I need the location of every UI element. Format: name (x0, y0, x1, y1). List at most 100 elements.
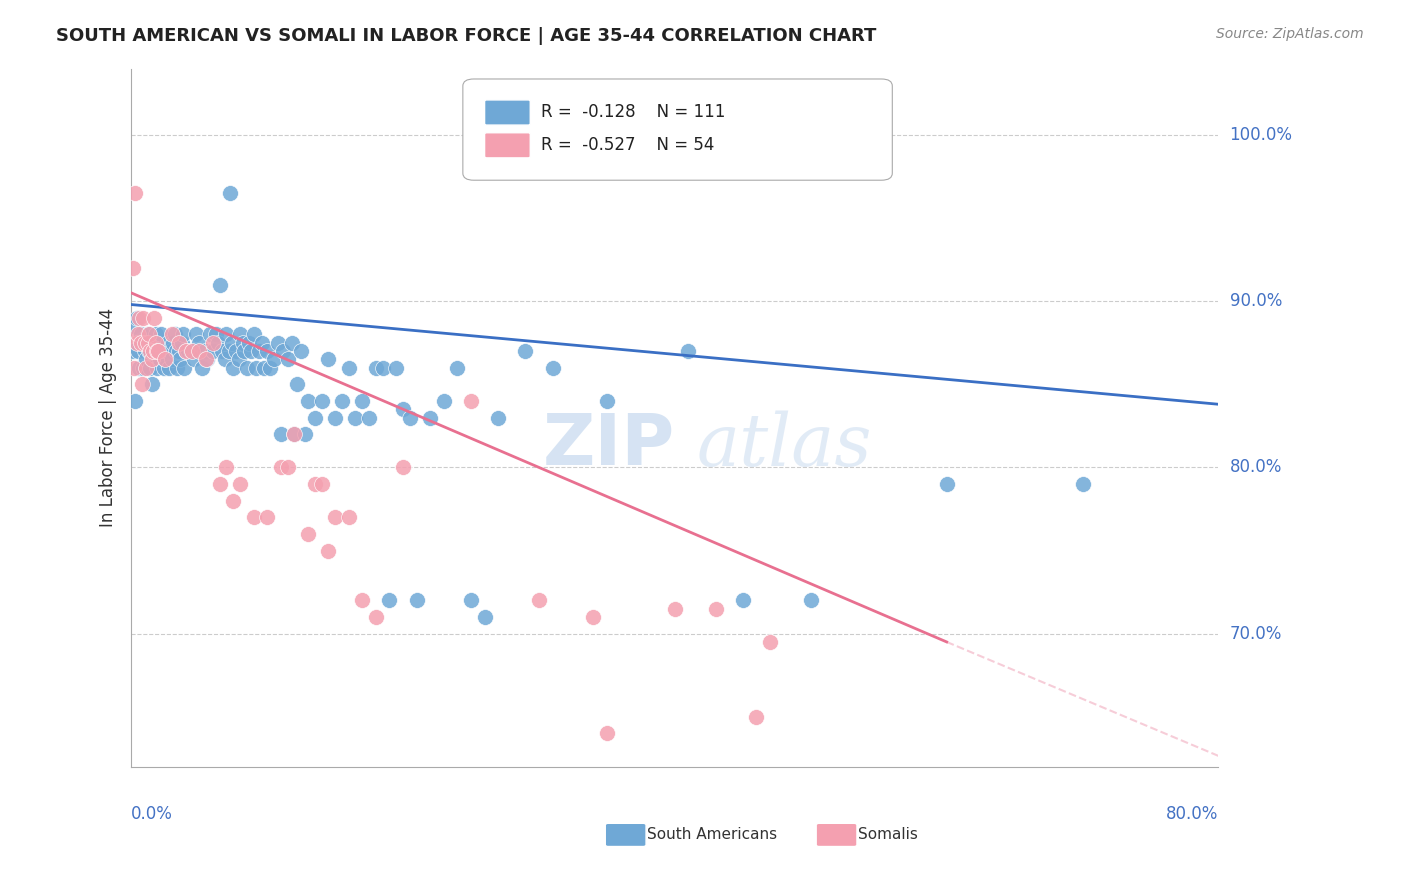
Point (277, 352, 299, 367)
Point (173, 360, 195, 375)
Point (270, 427, 292, 442)
Point (174, 344, 197, 359)
Point (596, 726, 619, 740)
Text: South Americans: South Americans (647, 828, 778, 842)
Point (304, 410, 326, 425)
Text: SOUTH AMERICAN VS SOMALI IN LABOR FORCE | AGE 35-44 CORRELATION CHART: SOUTH AMERICAN VS SOMALI IN LABOR FORCE … (56, 27, 876, 45)
Text: R =  -0.128    N = 111: R = -0.128 N = 111 (541, 103, 725, 121)
Point (136, 335, 159, 350)
Point (127, 344, 149, 359)
Text: 70.0%: 70.0% (1230, 624, 1282, 642)
Point (143, 335, 166, 350)
Point (318, 543, 340, 558)
Point (239, 344, 262, 359)
Point (152, 344, 174, 359)
Point (228, 352, 250, 367)
Point (290, 344, 312, 359)
Point (460, 393, 482, 408)
Point (132, 310, 155, 325)
Point (280, 335, 302, 350)
Point (124, 186, 146, 201)
Point (150, 327, 173, 342)
Point (283, 427, 305, 442)
Point (124, 393, 146, 408)
Text: 80.0%: 80.0% (1230, 458, 1282, 476)
Point (149, 352, 172, 367)
Point (174, 344, 197, 359)
Point (399, 410, 422, 425)
Point (253, 360, 276, 375)
Point (337, 360, 360, 375)
Point (128, 310, 150, 325)
Text: ZIP: ZIP (543, 411, 675, 480)
Point (323, 510, 346, 524)
Point (145, 327, 167, 342)
Point (127, 327, 149, 342)
Point (180, 344, 202, 359)
Text: 90.0%: 90.0% (1230, 293, 1282, 310)
FancyBboxPatch shape (485, 100, 530, 125)
Point (142, 344, 165, 359)
Point (242, 327, 264, 342)
Point (134, 344, 156, 359)
Point (208, 477, 231, 491)
Point (263, 352, 285, 367)
Point (201, 335, 224, 350)
Point (218, 344, 240, 359)
Point (131, 377, 153, 392)
Point (419, 410, 441, 425)
Point (541, 360, 564, 375)
Text: R =  -0.527    N = 54: R = -0.527 N = 54 (541, 136, 714, 154)
Point (155, 344, 177, 359)
Point (214, 352, 236, 367)
Point (153, 360, 176, 375)
Point (704, 601, 727, 615)
Point (195, 352, 218, 367)
Point (371, 360, 394, 375)
Point (207, 335, 229, 350)
Point (527, 593, 550, 607)
Point (145, 335, 167, 350)
Point (166, 360, 188, 375)
Point (148, 344, 170, 359)
Point (486, 410, 509, 425)
Point (122, 319, 145, 334)
Point (159, 344, 181, 359)
Point (141, 352, 163, 367)
Point (1071, 477, 1094, 491)
Point (304, 477, 326, 491)
Point (121, 260, 143, 275)
Text: 0.0%: 0.0% (131, 805, 173, 823)
Point (146, 360, 169, 375)
Point (245, 360, 267, 375)
Text: 100.0%: 100.0% (1230, 126, 1292, 144)
Point (474, 610, 496, 624)
Point (392, 460, 415, 475)
Point (405, 593, 427, 607)
Y-axis label: In Labor Force | Age 35-44: In Labor Force | Age 35-44 (100, 308, 117, 527)
Point (135, 360, 157, 375)
Point (195, 352, 218, 367)
Point (236, 360, 259, 375)
Point (215, 327, 238, 342)
Point (233, 344, 256, 359)
Point (222, 493, 245, 508)
Point (311, 477, 333, 491)
Point (460, 593, 482, 607)
Point (129, 327, 152, 342)
Point (330, 393, 353, 408)
Point (256, 510, 278, 524)
Point (229, 327, 252, 342)
Point (157, 360, 180, 375)
Point (238, 335, 260, 350)
Point (136, 327, 159, 342)
Point (337, 510, 360, 524)
Point (392, 402, 415, 417)
Point (170, 335, 193, 350)
Point (188, 335, 211, 350)
Point (135, 352, 157, 367)
Point (270, 460, 292, 475)
Point (142, 344, 165, 359)
Point (759, 635, 782, 649)
Point (664, 601, 686, 615)
